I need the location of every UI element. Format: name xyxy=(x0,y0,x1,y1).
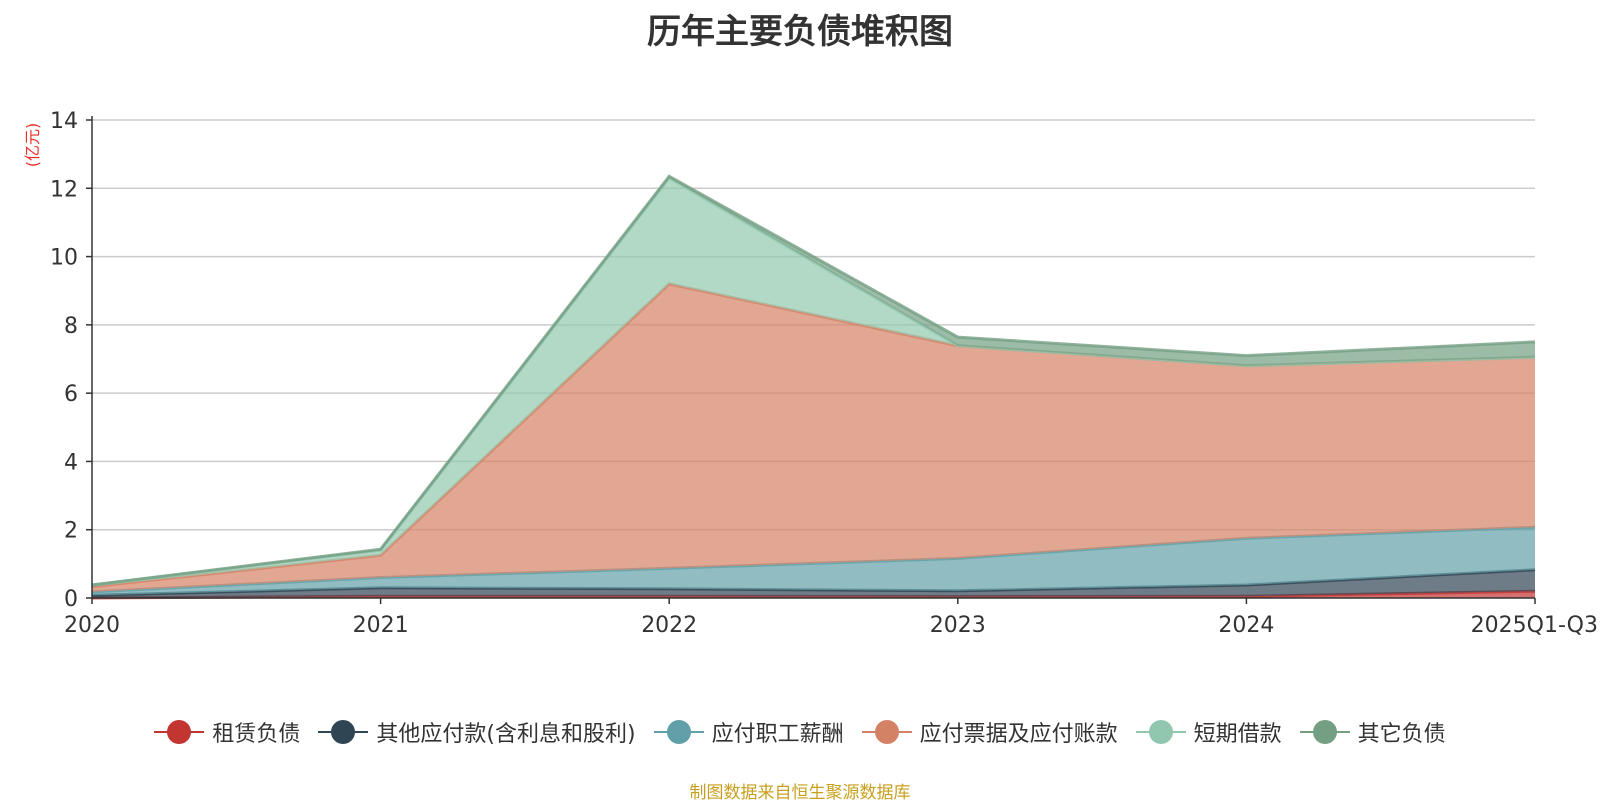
legend-marker-dot xyxy=(1312,720,1337,744)
y-tick-label: 10 xyxy=(50,246,78,271)
legend-label: 应付票据及应付账款 xyxy=(919,722,1118,747)
legend-marker-icon xyxy=(318,720,369,744)
area-series-4 xyxy=(92,178,1535,587)
x-tick-label: 2021 xyxy=(353,613,409,638)
y-tick-label: 14 xyxy=(50,109,78,134)
legend-label: 应付职工薪酬 xyxy=(711,722,844,747)
y-tick-label: 0 xyxy=(64,587,78,612)
y-tick-label: 6 xyxy=(64,382,78,407)
y-axis-unit-label: (亿元) xyxy=(23,123,42,168)
axes: 0 2 4 6 8 10 12 14 2020 2021 2022 2023 2024 2025Q1-Q3 xyxy=(50,109,1598,638)
stacked-areas xyxy=(91,174,1536,600)
x-tick-label: 2020 xyxy=(64,613,120,638)
y-tick-label: 8 xyxy=(64,314,78,339)
y-tick-label: 2 xyxy=(64,519,78,544)
legend-marker-dot xyxy=(666,720,691,744)
legend-item[interactable]: 租赁负债 xyxy=(154,716,300,748)
legend-marker-icon xyxy=(1135,720,1186,744)
legend-marker-icon xyxy=(653,720,704,744)
legend-marker-icon xyxy=(861,720,912,744)
legend-marker-dot xyxy=(874,720,899,744)
legend-marker-dot xyxy=(1148,720,1173,744)
chart-title: 历年主要负债堆积图 xyxy=(647,12,953,52)
legend-item[interactable]: 其他应付款(含利息和股利) xyxy=(318,716,636,748)
legend-item[interactable]: 短期借款 xyxy=(1135,716,1282,748)
area-series-line-5 xyxy=(91,174,1536,587)
y-tick-label: 12 xyxy=(50,177,78,202)
legend-item[interactable]: 其它负债 xyxy=(1299,716,1446,748)
x-tick-label: 2022 xyxy=(641,613,697,638)
legend-marker-icon xyxy=(154,720,205,744)
x-tick-label: 2023 xyxy=(930,613,986,638)
legend: 租赁负债 其他应付款(含利息和股利) 应付职工薪酬 应付票据及应付账款 短期借款 其它负债 xyxy=(0,716,1600,748)
legend-label: 其他应付款(含利息和股利) xyxy=(376,722,636,747)
legend-marker-dot xyxy=(167,720,192,744)
legend-label: 租赁负债 xyxy=(212,722,301,747)
legend-item[interactable]: 应付职工薪酬 xyxy=(653,716,844,748)
legend-marker-icon xyxy=(1299,720,1350,744)
x-tick-label: 2024 xyxy=(1218,613,1274,638)
source-note: 制图数据来自恒生聚源数据库 xyxy=(689,783,911,803)
y-tick-label: 4 xyxy=(64,450,78,475)
x-tick-label: 2025Q1-Q3 xyxy=(1471,613,1598,638)
legend-item[interactable]: 应付票据及应付账款 xyxy=(861,716,1118,748)
area-series-1 xyxy=(92,569,1535,598)
legend-label: 短期借款 xyxy=(1193,722,1282,747)
legend-label: 其它负债 xyxy=(1357,722,1446,747)
legend-marker-dot xyxy=(331,720,356,744)
